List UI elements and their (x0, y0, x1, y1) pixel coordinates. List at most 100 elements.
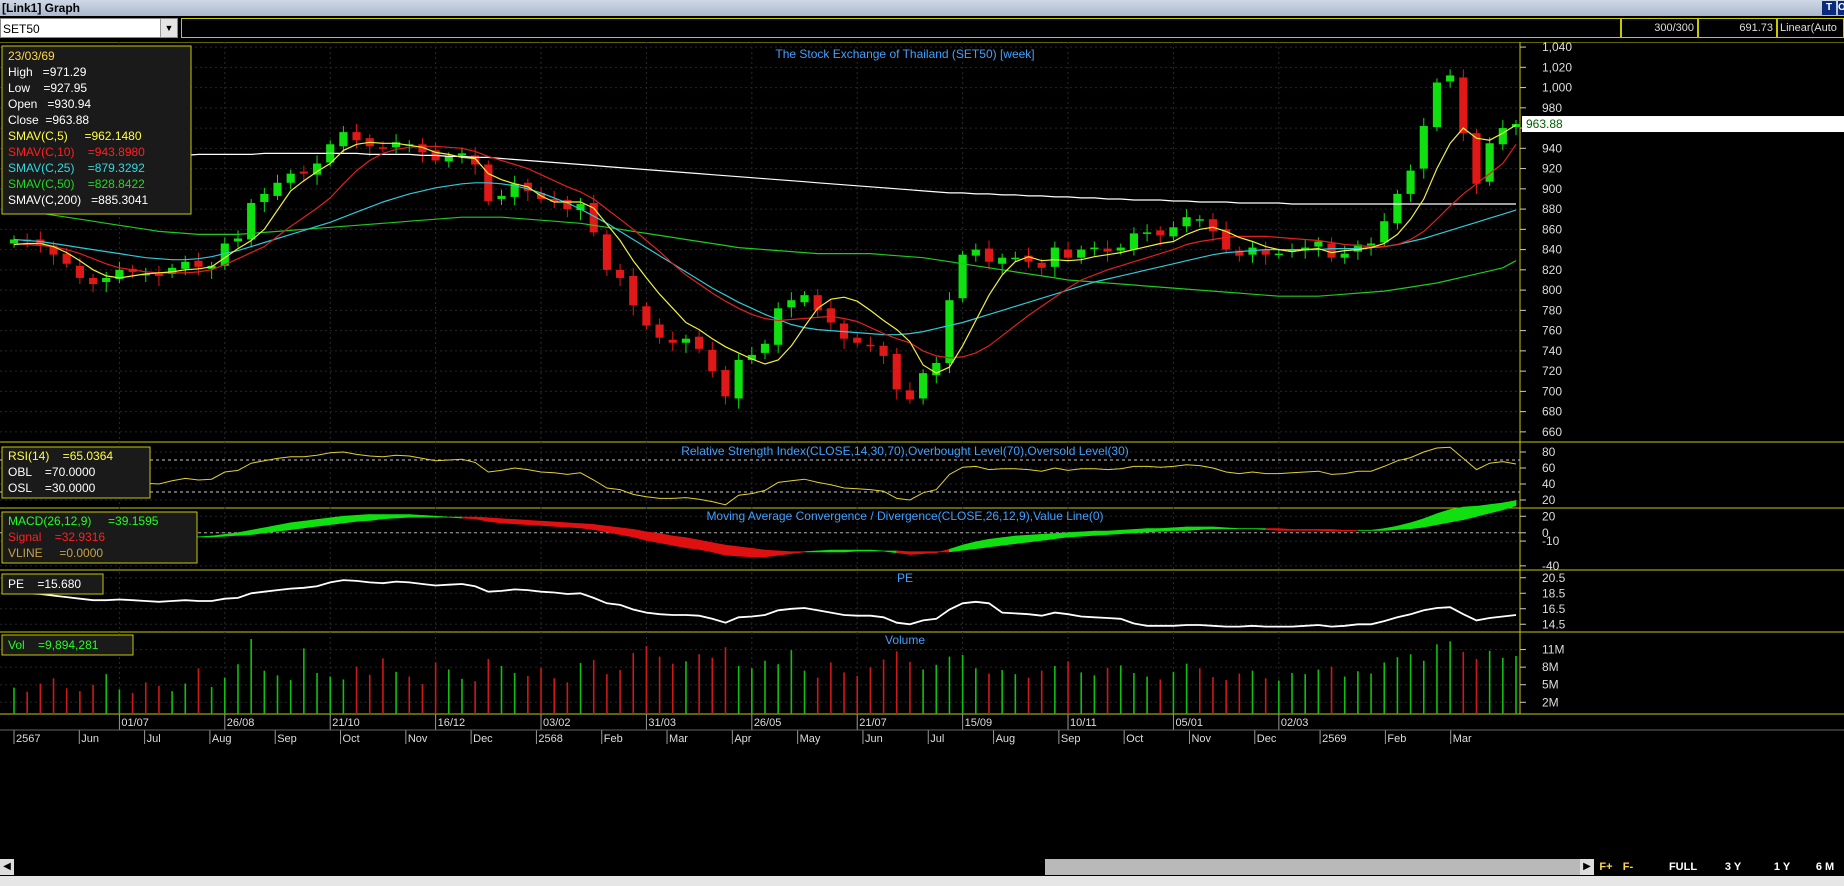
scroll-left-arrow[interactable]: ◀ (0, 859, 14, 875)
legend-signal: Signal =32.9316 (8, 530, 105, 544)
candle-body (760, 343, 770, 353)
volume-series (13, 639, 1517, 714)
zoom-in-button[interactable]: F+ (1599, 861, 1613, 873)
candle-body (444, 156, 453, 162)
candle-body (1261, 249, 1270, 255)
candle-body (497, 195, 506, 199)
candle-body (853, 337, 862, 343)
x-tick-label-bottom: Dec (1257, 733, 1277, 745)
macd-series (0, 500, 1520, 558)
macd-band-segment (1371, 528, 1385, 531)
volume-legend: Vol =9,894,281 (1, 634, 134, 656)
candle-body (1393, 193, 1402, 224)
legend-sma200: SMAV(C,200) =885.3041 (8, 193, 149, 207)
candle-body (168, 267, 177, 274)
macd-band-segment (1133, 528, 1148, 534)
vol-y-tick-label: 8M (1542, 660, 1559, 674)
macd-band-segment (593, 524, 608, 533)
zoom-out-button[interactable]: F- (1622, 861, 1634, 873)
legend-pe: PE =15.680 (8, 577, 81, 591)
macd-band-segment (461, 516, 476, 520)
symbol-select[interactable]: SET50 ▼ (0, 18, 178, 38)
candle-body (273, 182, 282, 196)
candle-body (787, 300, 796, 308)
candle-body (62, 253, 71, 264)
candle-body (563, 199, 572, 210)
grid-lines (0, 42, 1520, 714)
candle-body (1063, 249, 1073, 258)
candle-body (141, 273, 150, 276)
macd-band-segment (935, 548, 950, 554)
legend-high: High =971.29 (8, 65, 87, 79)
price-y-tick-label: 660 (1542, 425, 1562, 439)
macd-band-segment (988, 537, 1003, 548)
range-full-button[interactable]: FULL (1668, 861, 1698, 873)
legend-open: Open =930.94 (8, 97, 91, 111)
macd-band-segment (1410, 518, 1425, 530)
candle-body (471, 155, 480, 165)
macd-band-segment (1291, 529, 1306, 531)
scroll-thumb[interactable] (1045, 859, 1580, 875)
scroll-right-arrow[interactable]: ▶ (1580, 859, 1594, 875)
macd-band-segment (1080, 530, 1095, 537)
range-1y-button[interactable]: 1 Y (1773, 861, 1791, 873)
candle-body (734, 359, 743, 399)
macd-band-segment (474, 516, 489, 522)
macd-band-segment (1173, 526, 1188, 531)
macd-panel-title: Moving Average Convergence / Divergence(… (706, 509, 1103, 523)
macd-band-segment (870, 549, 884, 552)
current-price-marker (1522, 116, 1844, 133)
rsi-line (13, 446, 1517, 506)
macd-band-segment (1278, 528, 1293, 531)
rsi-legend-box (1, 446, 151, 499)
toolbar-ou-button[interactable]: OU (1838, 1, 1844, 15)
x-tick-label-bottom: Mar (1453, 733, 1472, 745)
scale-mode[interactable]: Linear(Auto (1777, 18, 1844, 38)
candle-body (352, 132, 361, 141)
macd-band-segment (1028, 534, 1043, 543)
macd-band-segment (1199, 526, 1214, 530)
macd-band-segment (1054, 532, 1069, 540)
candle-body (1143, 232, 1152, 234)
candle-body (602, 234, 611, 270)
x-tick-label-bottom: Sep (277, 733, 297, 745)
symbol-value: SET50 (3, 22, 40, 36)
sma200-line (14, 152, 1516, 205)
price-y-tick-label: 860 (1542, 222, 1562, 236)
candle-body (9, 239, 19, 244)
candle-body (984, 248, 994, 262)
range-3y-button[interactable]: 3 Y (1724, 861, 1742, 873)
x-tick-label-bottom: May (800, 733, 821, 745)
current-price-label: 963.88 (1526, 117, 1563, 131)
macd-band-segment (777, 550, 792, 556)
legend-vline: VLINE =0.0000 (8, 546, 103, 560)
toolbar-info-field (181, 18, 1621, 38)
rsi-series (0, 446, 1520, 506)
legend-sma10: SMAV(C,10) =943.8980 (8, 145, 145, 159)
pe-legend: PE =15.680 (1, 573, 104, 595)
x-tick-label-bottom: Jul (930, 733, 944, 745)
candle-body (576, 204, 585, 211)
stock-chart[interactable]: 01/07 26/08 21/10 16/12 03/02 31/03 26/05 21/07… (0, 42, 1844, 858)
macd-band-segment (369, 514, 384, 521)
time-scrollbar[interactable]: ◀ ▶ (0, 858, 1844, 876)
price-y-tick-label: 680 (1542, 405, 1562, 419)
macd-band-segment (408, 514, 423, 518)
pe-y-tick-label: 16.5 (1542, 602, 1566, 616)
legend-obl: OBL =70.0000 (8, 465, 96, 479)
rsi-panel-title: Relative Strength Index(CLOSE,14,30,70),… (681, 444, 1129, 458)
candle-body (642, 306, 651, 326)
range-6m-button[interactable]: 6 M (1815, 861, 1835, 873)
macd-band-segment (448, 516, 463, 519)
macd-band-segment (764, 549, 779, 558)
x-tick-label-top: 02/03 (1281, 717, 1309, 729)
macd-band-segment (725, 544, 740, 557)
candle-body (998, 257, 1007, 264)
price-y-tick-label: 840 (1542, 243, 1562, 257)
x-tick-label-bottom: Jul (147, 733, 161, 745)
chevron-down-icon[interactable]: ▼ (160, 19, 177, 37)
x-tick-label-bottom: Aug (996, 733, 1016, 745)
candle-body (589, 203, 598, 233)
candle-body (892, 353, 901, 390)
toolbar-t-button[interactable]: T (1822, 1, 1836, 15)
